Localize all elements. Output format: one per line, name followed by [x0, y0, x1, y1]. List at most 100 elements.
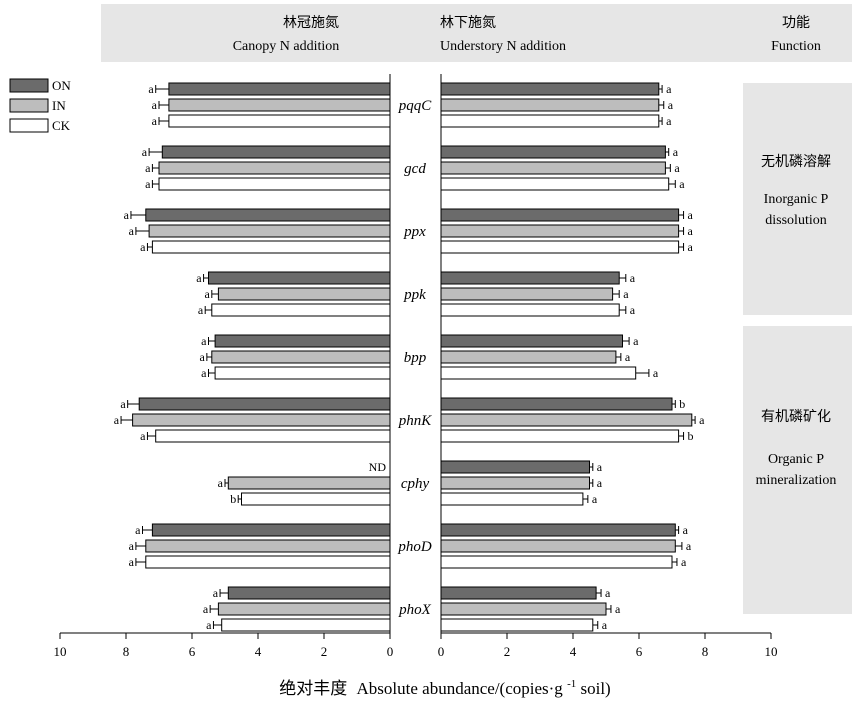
significance-label: a [681, 555, 687, 569]
significance-label: a [605, 586, 611, 600]
bar-CK-gcd [158, 177, 391, 191]
gene-labels: pqqC gcd ppx ppk bpp phnK cphy phoD phoX [397, 98, 432, 618]
significance-label: a [699, 413, 705, 427]
significance-label: a [666, 114, 672, 128]
significance-label: a [201, 366, 207, 380]
bar-ON-ppx [145, 208, 391, 222]
bar-ON-phnK [138, 397, 391, 411]
significance-label: a [145, 161, 151, 175]
function-title-cn: 功能 [782, 15, 810, 31]
bar-IN-bpp [211, 350, 391, 364]
left-tick-label: 6 [189, 644, 196, 659]
function-panel-organic [743, 326, 852, 614]
significance-label: a [129, 224, 135, 238]
bar-IN-gcd [158, 161, 391, 175]
legend-swatch-on [9, 78, 49, 93]
x-axis-label-sup: -1 [567, 678, 576, 690]
bar-ON-phnK [440, 397, 673, 411]
right-x-ticks: 0 2 4 6 8 10 [438, 633, 778, 659]
significance-label: a [633, 334, 639, 348]
significance-label: a [204, 287, 210, 301]
bar-CK-bpp [440, 366, 637, 380]
legend-swatch-in [9, 98, 49, 113]
significance-label: a [114, 413, 120, 427]
legend-swatch-ck [9, 118, 49, 133]
function-inorganic-en-2: dissolution [765, 213, 826, 228]
understory-title-cn: 林下施氮 [440, 15, 496, 31]
bar-CK-ppx [440, 240, 680, 254]
significance-label: a [597, 476, 603, 490]
significance-label: a [688, 208, 694, 222]
bar-ON-phoD [440, 523, 676, 537]
significance-label: a [688, 240, 694, 254]
left-x-ticks: 10 8 6 4 2 0 [54, 633, 394, 659]
gene-label-cphy: cphy [401, 476, 430, 492]
significance-label: a [148, 82, 154, 96]
significance-label: a [615, 602, 621, 616]
bar-ON-phoD [151, 523, 391, 537]
significance-label: a [623, 287, 629, 301]
left-tick-label: 8 [123, 644, 130, 659]
significance-label: a [673, 145, 679, 159]
bar-CK-phoD [440, 555, 673, 569]
left-tick-label: 4 [255, 644, 262, 659]
bar-IN-phoD [145, 539, 391, 553]
bar-IN-ppk [440, 287, 614, 301]
significance-label: a [653, 366, 659, 380]
bar-ON-cphy [440, 460, 590, 474]
bar-ON-pqqC [168, 82, 391, 96]
right-tick-label: 2 [504, 644, 511, 659]
x-axis-label-en: Absolute abundance/(copies·g [357, 679, 564, 698]
significance-label: a [140, 429, 146, 443]
significance-label: a [602, 618, 608, 632]
bar-CK-phnK [440, 429, 680, 443]
bar-IN-phoD [440, 539, 676, 553]
canopy-title-en: Canopy N addition [233, 39, 340, 54]
significance-label: b [688, 429, 694, 443]
bar-CK-cphy [241, 492, 391, 506]
function-inorganic-cn: 无机磷溶解 [761, 154, 831, 170]
gene-label-ppk: ppk [403, 287, 426, 303]
bar-ON-ppk [440, 271, 620, 285]
x-axis-label: 绝对丰度 Absolute abundance/(copies·g -1 soi… [279, 672, 610, 699]
bar-CK-gcd [440, 177, 670, 191]
legend-label-in: IN [52, 98, 66, 113]
right-tick-label: 6 [636, 644, 643, 659]
bar-CK-pqqC [168, 114, 391, 128]
gene-label-phnK: phnK [398, 413, 433, 429]
significance-label: a [597, 460, 603, 474]
bar-ON-ppk [208, 271, 391, 285]
gene-label-ppx: ppx [403, 224, 426, 240]
bar-CK-ppk [211, 303, 391, 317]
bar-CK-ppx [151, 240, 391, 254]
gene-label-pqqC: pqqC [398, 98, 433, 114]
significance-label: a [679, 177, 685, 191]
x-axis-label-tail: soil) [580, 679, 610, 698]
significance-label: a [145, 177, 151, 191]
significance-label: a [666, 82, 672, 96]
significance-label: a [686, 539, 692, 553]
bar-ON-phoX [227, 586, 391, 600]
significance-label: a [152, 114, 158, 128]
legend: ON IN CK [9, 78, 71, 133]
bar-CK-phoX [221, 618, 391, 632]
significance-label: a [200, 350, 206, 364]
bar-CK-phoX [440, 618, 594, 632]
right-tick-label: 4 [570, 644, 577, 659]
right-tick-label: 0 [438, 644, 445, 659]
bar-CK-pqqC [440, 114, 660, 128]
gene-label-phoD: phoD [397, 539, 432, 555]
left-tick-label: 0 [387, 644, 394, 659]
significance-label: a [592, 492, 598, 506]
significance-label: a [196, 271, 202, 285]
function-title-en: Function [771, 39, 821, 54]
bar-CK-cphy [440, 492, 584, 506]
bar-ON-bpp [214, 334, 391, 348]
canopy-title-cn: 林冠施氮 [283, 15, 339, 31]
bar-ON-ppx [440, 208, 680, 222]
bar-ON-gcd [440, 145, 666, 159]
gene-label-gcd: gcd [404, 161, 426, 177]
